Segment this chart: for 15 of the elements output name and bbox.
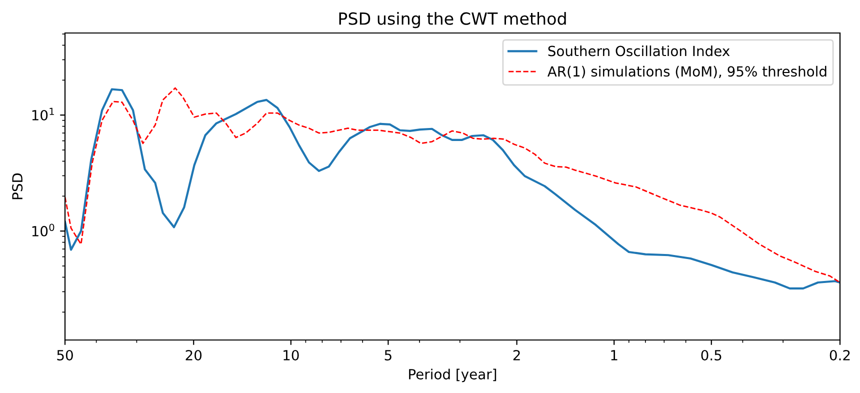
- x-axis-title: Period [year]: [409, 368, 496, 382]
- x-tick-label: 10: [284, 350, 299, 360]
- x-tick-label: 1: [611, 350, 618, 360]
- y-axis-title: PSD: [12, 173, 23, 200]
- x-tick-label: 2: [513, 350, 520, 360]
- legend-label: AR(1) simulations (MoM), 95% threshold: [548, 66, 826, 78]
- x-tick-label: 5: [384, 350, 392, 360]
- y-tick-label: 10$^{1}$: [32, 108, 54, 120]
- y-tick-label: 10$^{0}$: [32, 224, 54, 236]
- x-tick-label: 0.2: [830, 350, 850, 360]
- x-tick-label: 20: [186, 350, 202, 360]
- legend-label: Southern Oscillation Index: [548, 46, 730, 56]
- chart-title: PSD using the CWT method: [339, 12, 566, 28]
- x-tick-label: 0.5: [701, 350, 722, 360]
- x-tick-label: 50: [57, 350, 73, 360]
